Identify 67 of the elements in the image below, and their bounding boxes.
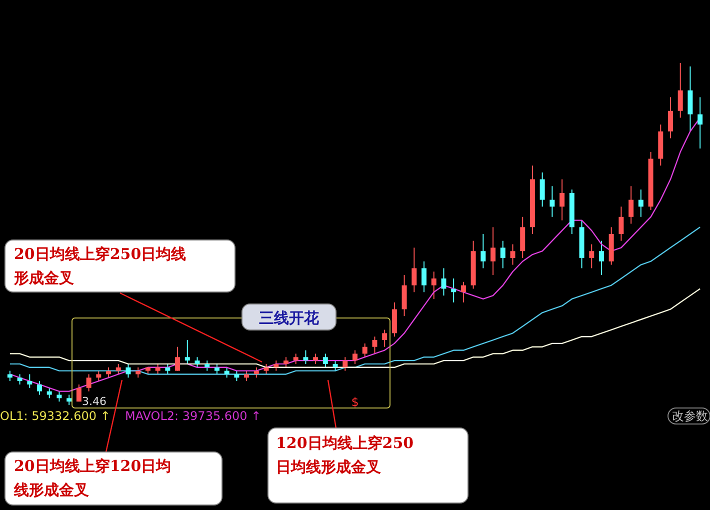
candlestick	[460, 281, 466, 303]
text: 改参数	[672, 409, 708, 423]
candlestick	[668, 96, 673, 139]
candlestick	[352, 350, 358, 364]
candlestick	[382, 329, 388, 348]
candlestick	[7, 370, 12, 382]
candlestick	[56, 390, 62, 402]
text: 20日均线上穿120日均线形成金叉	[13, 457, 172, 499]
candlestick	[412, 247, 417, 293]
candlestick	[165, 363, 170, 375]
candlestick	[17, 374, 22, 385]
candlestick	[500, 240, 506, 269]
candlestick	[274, 360, 279, 372]
candlestick	[431, 271, 436, 300]
candlestick	[628, 186, 634, 224]
text: OL1: 59332.600 ↑	[0, 409, 110, 423]
candlestick	[234, 370, 240, 382]
candlestick	[244, 370, 250, 382]
candlestick	[480, 234, 486, 269]
candlestick	[96, 370, 102, 382]
candlestick	[194, 356, 200, 368]
candlestick	[598, 240, 604, 276]
candlestick	[698, 96, 703, 149]
candlestick	[332, 360, 338, 372]
candlestick	[27, 374, 32, 388]
candlestick	[520, 216, 526, 258]
annotation: 20日均线上穿250日均线形成金叉	[13, 245, 186, 287]
candlestick	[441, 268, 446, 296]
candlestick	[372, 336, 378, 354]
text: MAVOL2: 39735.600 ↑	[125, 409, 262, 423]
candlestick	[589, 244, 594, 269]
candlestick	[264, 363, 269, 375]
candlestick	[678, 62, 683, 118]
text: 120日均线上穿250日均线形成金叉	[276, 434, 414, 476]
candlestick	[550, 186, 555, 218]
annotation: 三线开花	[259, 309, 320, 327]
candlestick	[618, 206, 624, 242]
candlestick	[204, 360, 210, 372]
candlestick	[126, 363, 131, 378]
annotation: $	[351, 395, 359, 409]
candlestick	[283, 356, 288, 368]
candlestick	[402, 274, 407, 317]
candlestick	[66, 394, 72, 406]
candlestick	[293, 353, 298, 364]
candlestick	[510, 244, 516, 266]
candlestick	[86, 374, 92, 392]
candlestick	[184, 340, 190, 364]
candlestick	[155, 363, 160, 375]
candlestick	[313, 353, 318, 364]
candlestick	[37, 380, 42, 396]
candlestick	[392, 302, 397, 338]
candlestick	[116, 363, 121, 375]
candlestick	[422, 260, 427, 293]
candlestick	[540, 172, 545, 208]
candlestick	[322, 353, 328, 368]
candlestick	[342, 356, 348, 372]
candlestick	[688, 66, 693, 132]
candlestick	[451, 278, 456, 303]
candlestick	[490, 226, 496, 276]
annotation: 3.46	[82, 395, 106, 408]
candlestick	[76, 384, 82, 402]
candlestick	[175, 346, 180, 372]
candlestick	[303, 350, 308, 364]
candlestick	[362, 342, 368, 358]
candlestick	[638, 189, 644, 218]
candlestick	[214, 363, 220, 375]
candlestick	[560, 178, 565, 221]
